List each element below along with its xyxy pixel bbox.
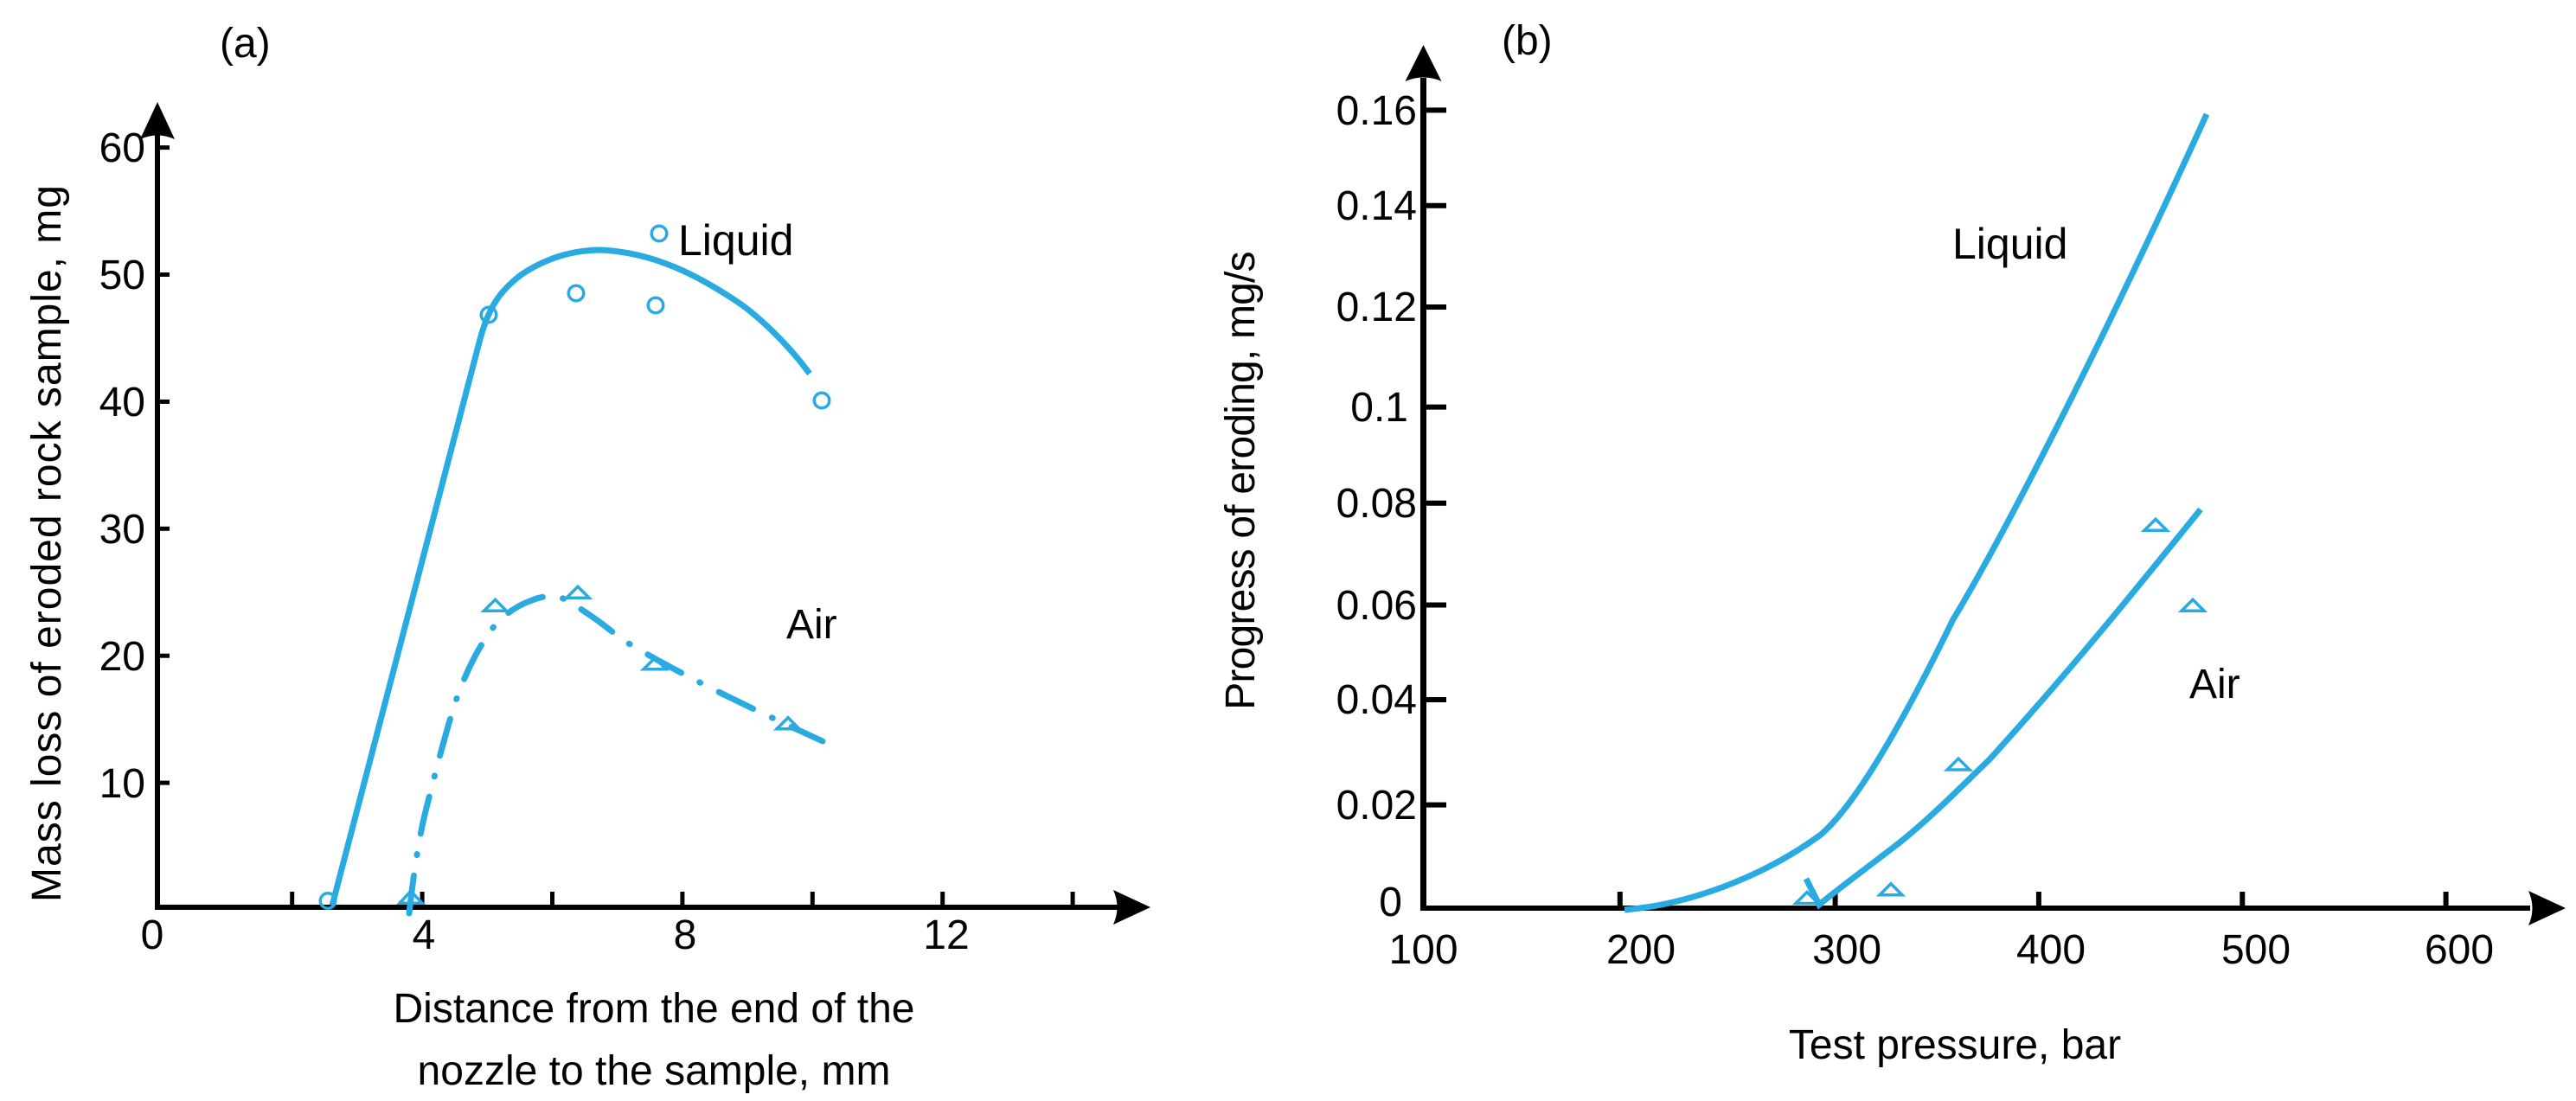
svg-text:0.12: 0.12 — [1336, 285, 1417, 330]
svg-text:30: 30 — [99, 507, 145, 553]
svg-text:(b): (b) — [1502, 18, 1553, 64]
svg-text:0.14: 0.14 — [1336, 183, 1417, 229]
svg-text:4: 4 — [413, 912, 436, 958]
svg-text:300: 300 — [1812, 927, 1881, 973]
svg-text:0: 0 — [1379, 880, 1402, 925]
svg-text:0.04: 0.04 — [1336, 677, 1417, 723]
svg-text:(a): (a) — [220, 21, 271, 67]
svg-text:12: 12 — [923, 912, 969, 958]
svg-text:0.06: 0.06 — [1336, 583, 1417, 629]
svg-text:200: 200 — [1606, 927, 1676, 973]
svg-text:Liquid: Liquid — [678, 216, 793, 265]
svg-text:0.08: 0.08 — [1336, 481, 1417, 527]
svg-text:0.1: 0.1 — [1350, 385, 1408, 431]
svg-text:Air: Air — [2189, 662, 2240, 707]
svg-text:Air: Air — [786, 602, 837, 648]
svg-text:Progress of eroding, mg/s: Progress of eroding, mg/s — [1218, 252, 1264, 710]
svg-text:Distance from the end of the: Distance from the end of the — [394, 986, 915, 1032]
svg-text:Liquid: Liquid — [1952, 220, 2067, 268]
svg-text:400: 400 — [2016, 927, 2086, 973]
svg-text:60: 60 — [99, 125, 145, 171]
svg-text:Test pressure, bar: Test pressure, bar — [1789, 1022, 2121, 1068]
svg-text:Mass loss of eroded rock sampl: Mass loss of eroded rock sample, mg — [24, 184, 70, 902]
svg-text:0.16: 0.16 — [1336, 88, 1417, 134]
svg-text:100: 100 — [1388, 927, 1458, 973]
svg-text:10: 10 — [99, 761, 145, 807]
svg-text:500: 500 — [2221, 927, 2291, 973]
svg-text:40: 40 — [99, 380, 145, 426]
svg-text:0: 0 — [141, 912, 164, 958]
svg-text:8: 8 — [674, 912, 697, 958]
svg-text:20: 20 — [99, 634, 145, 680]
svg-text:600: 600 — [2425, 927, 2494, 973]
svg-text:50: 50 — [99, 253, 145, 298]
svg-text:0.02: 0.02 — [1336, 783, 1417, 829]
svg-text:nozzle to the sample, mm: nozzle to the sample, mm — [418, 1048, 891, 1094]
